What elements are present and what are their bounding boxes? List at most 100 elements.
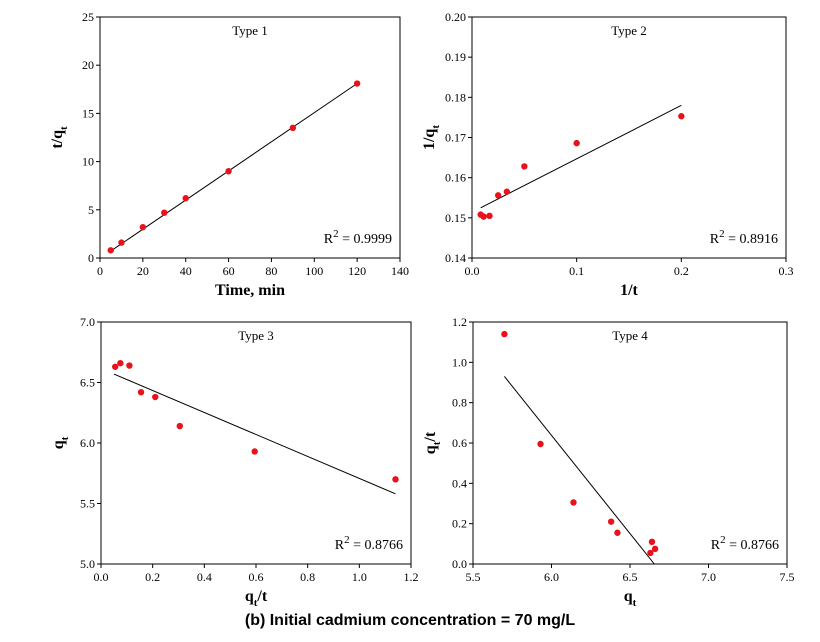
type1-r2-label: R2 = 0.9999	[324, 228, 392, 247]
type2-y-tick-label: 0.18	[445, 90, 466, 104]
type4-y-tick-label: 0.0	[452, 557, 467, 571]
type2-y-axis-label: 1/qt	[421, 125, 442, 150]
type3-x-tick-label: 1.0	[352, 570, 367, 584]
type1-y-tick-label: 25	[82, 10, 94, 24]
type3-y-tick-label: 6.0	[80, 436, 95, 450]
type2-y-tick-label: 0.16	[445, 171, 466, 185]
type1-y-axis-label: t/qt	[49, 126, 70, 149]
type2-x-tick-label: 0.3	[779, 264, 794, 278]
type1-y-tick-label: 5	[88, 203, 94, 217]
type4-data-point	[537, 440, 544, 448]
type3-data-point	[137, 388, 145, 396]
type3-data-point	[112, 363, 119, 370]
type2-data-point	[521, 163, 528, 170]
type2-data-point	[486, 212, 493, 220]
type1-panel: 0 20 40 60 80 100 120 140 0 5 10 15 20 25 Type 1 R2 = 0…	[49, 10, 409, 299]
type4-panel: 5.5 6.0 6.5 7.0 7.5 0.0 0.2 0.4 0.6 0.8 1.0 1.2 Type…	[422, 315, 795, 609]
type2-y-tick-label: 0.19	[445, 50, 466, 64]
type4-y-axis-label: qt/t	[422, 431, 443, 454]
type1-title: Type 1	[232, 23, 268, 38]
type3-x-tick-label: 0.8	[300, 570, 315, 584]
type3-plot-frame	[100, 321, 412, 565]
type4-y-tick-label: 0.8	[452, 396, 467, 410]
type1-data-point	[161, 209, 168, 216]
type4-plot-frame	[472, 321, 788, 565]
type4-r2-label: R2 = 0.8766	[711, 534, 779, 553]
type2-data-point	[573, 139, 580, 147]
type2-y-tick-label: 0.15	[445, 211, 466, 225]
type2-fit-line	[480, 104, 682, 209]
type1-x-tick-label: 100	[305, 264, 323, 278]
type1-data-point	[107, 247, 114, 254]
type2-title: Type 2	[611, 23, 647, 38]
type1-x-tick-label: 40	[180, 264, 192, 278]
type4-x-tick-label: 7.5	[780, 570, 795, 584]
type1-x-tick-label: 20	[137, 264, 149, 278]
type1-x-axis-label: Time, min	[215, 282, 285, 299]
type1-x-tick-label: 80	[265, 264, 277, 278]
type4-x-tick-label: 6.5	[623, 570, 638, 584]
type4-data-point	[614, 529, 621, 536]
type3-title: Type 3	[238, 328, 274, 343]
type4-data-point	[607, 518, 615, 525]
type2-data-point	[494, 192, 502, 199]
type2-plot-frame	[471, 16, 787, 259]
type3-x-tick-label: 0.4	[197, 570, 212, 584]
type3-data-point	[251, 448, 258, 455]
type3-x-tick-label: 1.2	[404, 570, 419, 584]
type3-data-point	[176, 422, 183, 430]
type2-data-point	[678, 113, 685, 120]
type1-data-point	[118, 239, 125, 246]
type2-x-tick-label: 0.1	[569, 264, 584, 278]
type2-x-tick-label: 0.0	[465, 264, 480, 278]
type2-x-tick-label: 0.2	[674, 264, 689, 278]
type3-x-tick-label: 0.0	[94, 570, 109, 584]
type1-fit-line	[110, 83, 358, 252]
type1-data-point	[182, 195, 189, 202]
type3-fit-line	[113, 373, 396, 495]
type4-data-point	[501, 330, 508, 338]
type4-data-point	[651, 545, 659, 553]
type4-y-tick-label: 0.6	[452, 436, 467, 450]
type1-x-tick-label: 140	[391, 264, 409, 278]
type4-y-tick-label: 1.0	[452, 355, 467, 369]
type3-r2-label: R2 = 0.8766	[335, 534, 403, 553]
type2-y-tick-label: 0.14	[445, 251, 466, 265]
type2-x-axis-label: 1/t	[620, 282, 638, 299]
type1-y-tick-label: 0	[88, 251, 94, 265]
type3-x-tick-label: 0.6	[249, 570, 264, 584]
type2-y-tick-label: 0.20	[445, 10, 466, 24]
type3-data-point	[392, 476, 399, 483]
type4-x-tick-label: 7.0	[701, 570, 716, 584]
type3-data-point	[152, 393, 159, 401]
type3-data-point	[126, 362, 133, 369]
type2-data-point	[480, 213, 487, 220]
type1-data-point	[353, 80, 361, 87]
type4-title: Type 4	[612, 328, 648, 343]
type4-y-tick-label: 1.2	[452, 315, 467, 329]
type3-y-axis-label: qt	[50, 436, 71, 449]
type4-data-point	[648, 538, 656, 546]
type2-r2-label: R2 = 0.8916	[710, 228, 778, 247]
type1-x-tick-label: 120	[348, 264, 366, 278]
type3-panel: 0.0 0.2 0.4 0.6 0.8 1.0 1.2 5.0 5.5 6.0 6.5 7.0 Type…	[50, 315, 419, 609]
type4-data-point	[570, 499, 577, 506]
type2-panel: 0.0 0.1 0.2 0.3 0.14 0.15 0.16 0.17 0.18 0.19 0.20…	[421, 10, 794, 299]
type1-y-tick-label: 15	[82, 106, 94, 120]
type1-data-point	[225, 168, 232, 175]
type4-data-point	[647, 549, 654, 557]
type4-x-tick-label: 6.0	[544, 570, 559, 584]
type1-y-tick-label: 20	[82, 58, 94, 72]
type4-y-tick-label: 0.2	[452, 517, 467, 531]
type3-y-tick-label: 6.5	[80, 376, 95, 390]
type2-data-point	[503, 188, 511, 195]
type4-fit-line	[504, 376, 655, 565]
type1-plot-frame	[99, 16, 401, 259]
type1-y-tick-label: 10	[82, 155, 94, 169]
type3-y-tick-label: 5.0	[80, 557, 95, 571]
type3-y-tick-label: 5.5	[80, 497, 95, 511]
type1-x-tick-label: 0	[97, 264, 103, 278]
type3-y-tick-label: 7.0	[80, 315, 95, 329]
type3-x-axis-label: qt/t	[245, 588, 268, 609]
